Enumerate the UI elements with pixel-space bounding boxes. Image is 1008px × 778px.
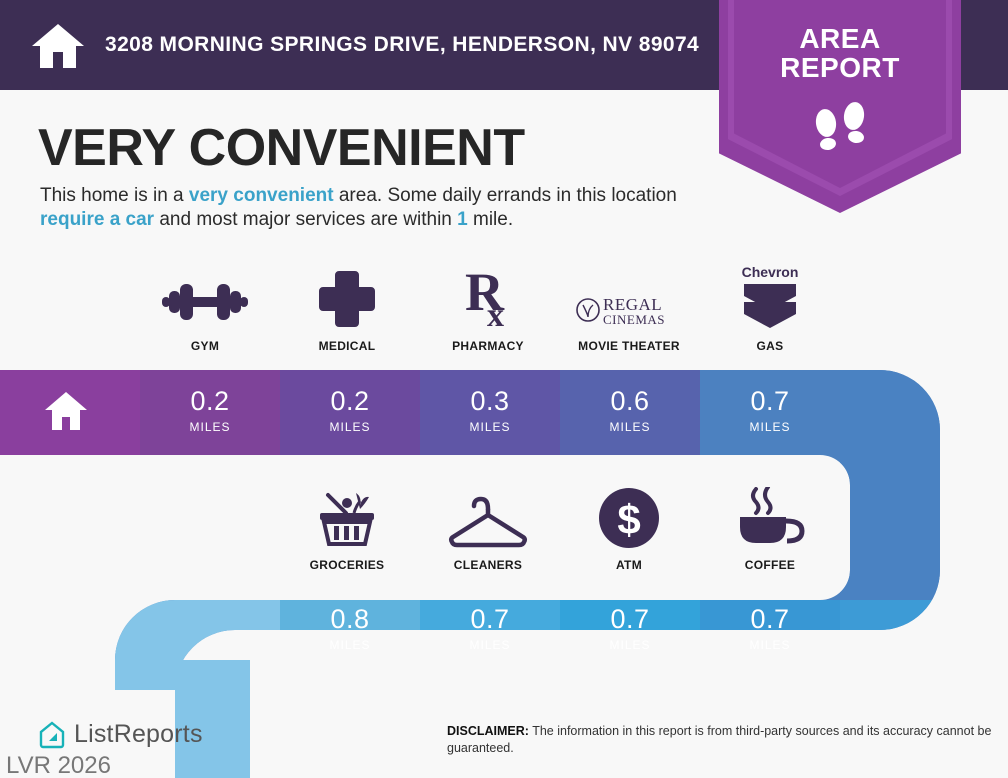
svg-text:$: $: [617, 496, 640, 543]
footprints-icon: [815, 102, 865, 151]
coffee-cup-icon: [700, 487, 840, 549]
svg-text:REGAL: REGAL: [603, 295, 662, 314]
amenity-label: COFFEE: [744, 558, 796, 572]
badge-line-1: AREA: [799, 23, 881, 54]
disclaimer: DISCLAIMER: The information in this repo…: [447, 723, 992, 757]
desc-part-1: This home is in a: [40, 185, 189, 206]
disclaimer-label: DISCLAIMER:: [447, 724, 529, 738]
desc-highlight-3: 1: [457, 208, 468, 230]
amenity-cleaners: CLEANERS: [418, 487, 558, 572]
disclaimer-text: The information in this report is from t…: [447, 724, 992, 755]
regal-cinemas-logo-icon: REGAL CINEMAS: [559, 268, 699, 330]
home-marker-icon: [45, 392, 87, 430]
amenity-label: CLEANERS: [453, 558, 523, 572]
badge-line-2: REPORT: [780, 52, 900, 84]
medical-cross-icon: [277, 268, 417, 330]
amenity-label: GYM: [190, 339, 220, 353]
svg-text:Chevron: Chevron: [742, 264, 799, 280]
snake-tail: [175, 660, 250, 778]
listreports-brand[interactable]: ListReports: [38, 720, 203, 749]
report-code: LVR 2026: [6, 752, 111, 778]
desc-highlight-1: very convenient: [188, 185, 334, 206]
grocery-basket-icon: [277, 487, 417, 549]
dollar-circle-icon: $: [559, 487, 699, 549]
dumbbell-icon: [135, 268, 275, 330]
area-report-badge-label: AREA REPORT: [734, 24, 946, 83]
amenity-pharmacy: R x PHARMACY: [418, 268, 558, 353]
amenity-label: GROCERIES: [309, 558, 385, 572]
house-icon: [32, 24, 84, 68]
amenity-gym: GYM: [135, 268, 275, 353]
amenity-label: GAS: [756, 339, 784, 353]
desc-part-3: and most major services are within: [154, 208, 458, 230]
amenity-label: PHARMACY: [452, 339, 524, 353]
amenity-atm: $ ATM: [559, 487, 699, 572]
amenity-label: MOVIE THEATER: [578, 339, 680, 353]
distance-snake-bar: [0, 370, 940, 690]
svg-text:CINEMAS: CINEMAS: [603, 312, 665, 327]
amenity-gas: Chevron GAS: [700, 262, 840, 353]
svg-text:x: x: [487, 297, 504, 330]
amenity-groceries: GROCERIES: [277, 487, 417, 572]
rx-icon: R x: [418, 268, 558, 330]
amenity-label: ATM: [615, 558, 642, 572]
property-address: 3208 MORNING SPRINGS DRIVE, HENDERSON, N…: [105, 33, 700, 56]
page-description: This home is in a very convenient area. …: [40, 184, 730, 232]
amenity-coffee: COFFEE: [700, 487, 840, 572]
amenity-movie-theater: REGAL CINEMAS MOVIE THEATER: [559, 268, 699, 353]
page-title: VERY CONVENIENT: [38, 119, 525, 177]
desc-part-4: mile.: [467, 208, 514, 230]
amenity-label: MEDICAL: [318, 339, 376, 353]
desc-part-2: area. Some daily errands in this locatio…: [333, 185, 677, 206]
hanger-icon: [418, 487, 558, 549]
chevron-logo-icon: Chevron: [700, 262, 840, 330]
amenity-medical: MEDICAL: [277, 268, 417, 353]
desc-highlight-2: require a car: [40, 208, 155, 230]
svg-text:R: R: [465, 268, 505, 322]
listreports-brand-name: ListReports: [74, 720, 203, 748]
listreports-logo-icon: [39, 720, 65, 748]
